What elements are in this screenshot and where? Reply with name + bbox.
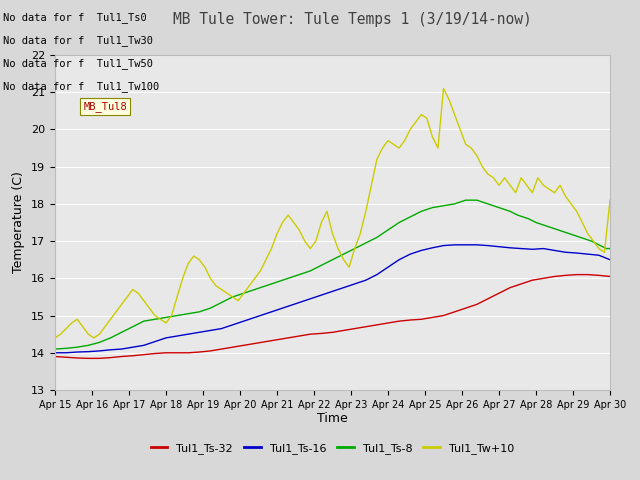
- Text: No data for f  Tul1_Tw100: No data for f Tul1_Tw100: [3, 81, 159, 92]
- Text: MB_Tul8: MB_Tul8: [83, 101, 127, 112]
- X-axis label: Time: Time: [317, 412, 348, 425]
- Text: No data for f  Tul1_Ts0: No data for f Tul1_Ts0: [3, 12, 147, 23]
- Text: No data for f  Tul1_Tw50: No data for f Tul1_Tw50: [3, 58, 153, 69]
- Text: No data for f  Tul1_Tw30: No data for f Tul1_Tw30: [3, 35, 153, 46]
- Legend: Tul1_Ts-32, Tul1_Ts-16, Tul1_Ts-8, Tul1_Tw+10: Tul1_Ts-32, Tul1_Ts-16, Tul1_Ts-8, Tul1_…: [147, 438, 519, 458]
- Y-axis label: Temperature (C): Temperature (C): [12, 171, 26, 274]
- Text: MB Tule Tower: Tule Temps 1 (3/19/14-now): MB Tule Tower: Tule Temps 1 (3/19/14-now…: [173, 12, 531, 27]
